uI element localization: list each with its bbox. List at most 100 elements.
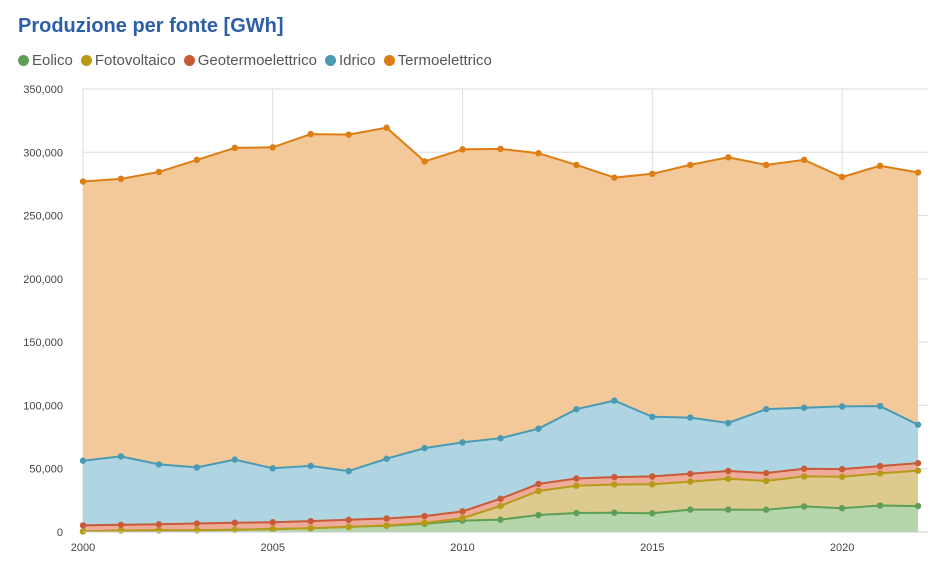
x-tick-label: 2020 bbox=[830, 542, 854, 554]
point-fotovoltaico bbox=[383, 522, 390, 529]
point-geotermoelettrico bbox=[345, 516, 352, 524]
point-idrico bbox=[421, 444, 428, 452]
chart-title: Produzione per fonte [GWh] bbox=[18, 15, 284, 37]
point-termoelettrico bbox=[762, 161, 770, 169]
point-termoelettrico bbox=[800, 156, 808, 164]
point-idrico bbox=[383, 455, 390, 462]
point-termoelettrico bbox=[269, 144, 276, 151]
point-termoelettrico bbox=[649, 170, 656, 178]
point-idrico bbox=[459, 439, 466, 446]
point-fotovoltaico bbox=[231, 526, 239, 533]
point-termoelettrico bbox=[687, 161, 694, 169]
legend-dot-icon bbox=[183, 55, 195, 66]
y-tick-label: 300,000 bbox=[23, 147, 63, 159]
point-fotovoltaico bbox=[611, 481, 618, 488]
point-eolico bbox=[497, 516, 504, 523]
legend-label: Termoelettrico bbox=[397, 52, 492, 69]
point-idrico bbox=[79, 457, 87, 464]
point-geotermoelettrico bbox=[383, 515, 390, 522]
point-fotovoltaico bbox=[269, 525, 276, 533]
legend-item-idrico[interactable]: Idrico bbox=[324, 52, 376, 69]
point-geotermoelettrico bbox=[117, 521, 125, 528]
point-termoelettrico bbox=[914, 169, 922, 176]
point-eolico bbox=[725, 506, 732, 513]
point-idrico bbox=[117, 453, 125, 460]
point-eolico bbox=[535, 511, 542, 519]
x-tick-label: 2005 bbox=[261, 542, 285, 554]
point-geotermoelettrico bbox=[914, 459, 922, 467]
legend-item-termoelettrico[interactable]: Termoelettrico bbox=[383, 52, 492, 69]
legend-item-geotermoelettrico[interactable]: Geotermoelettrico bbox=[183, 52, 317, 69]
legend-item-eolico[interactable]: Eolico bbox=[18, 52, 73, 69]
point-fotovoltaico bbox=[459, 515, 466, 522]
point-geotermoelettrico bbox=[762, 469, 770, 477]
y-tick-label: 250,000 bbox=[23, 211, 63, 223]
point-idrico bbox=[231, 456, 239, 463]
y-tick-label: 150,000 bbox=[23, 337, 63, 349]
point-termoelettrico bbox=[573, 161, 580, 169]
x-tick-label: 2010 bbox=[450, 542, 474, 554]
point-idrico bbox=[725, 419, 732, 427]
point-eolico bbox=[914, 502, 922, 510]
point-fotovoltaico bbox=[762, 477, 770, 485]
point-eolico bbox=[838, 505, 846, 512]
point-termoelettrico bbox=[459, 146, 466, 153]
point-eolico bbox=[573, 509, 580, 517]
point-idrico bbox=[800, 404, 808, 411]
point-idrico bbox=[535, 425, 542, 432]
point-termoelettrico bbox=[193, 156, 201, 164]
point-geotermoelettrico bbox=[155, 521, 163, 528]
point-termoelettrico bbox=[307, 130, 314, 138]
point-geotermoelettrico bbox=[79, 522, 87, 529]
point-idrico bbox=[269, 465, 276, 472]
point-termoelettrico bbox=[155, 168, 163, 176]
legend-item-fotovoltaico[interactable]: Fotovoltaico bbox=[80, 52, 176, 69]
legend-label: Eolico bbox=[32, 52, 73, 69]
y-tick-label: 200,000 bbox=[23, 274, 63, 286]
point-idrico bbox=[193, 464, 201, 471]
point-eolico bbox=[762, 506, 770, 513]
point-geotermoelettrico bbox=[459, 508, 466, 515]
point-geotermoelettrico bbox=[269, 519, 276, 526]
point-fotovoltaico bbox=[838, 473, 846, 480]
point-eolico bbox=[649, 510, 656, 517]
point-termoelettrico bbox=[497, 145, 504, 153]
point-termoelettrico bbox=[231, 144, 239, 152]
point-idrico bbox=[611, 397, 618, 404]
legend-dot-icon bbox=[80, 55, 92, 66]
point-geotermoelettrico bbox=[535, 480, 542, 488]
point-fotovoltaico bbox=[876, 470, 884, 477]
point-geotermoelettrico bbox=[725, 467, 732, 475]
y-tick-label: 50,000 bbox=[29, 464, 63, 476]
point-idrico bbox=[762, 405, 770, 413]
point-geotermoelettrico bbox=[649, 473, 656, 480]
point-fotovoltaico bbox=[79, 528, 87, 535]
point-eolico bbox=[687, 506, 694, 513]
point-fotovoltaico bbox=[649, 481, 656, 488]
point-termoelettrico bbox=[383, 124, 390, 131]
legend-dot-icon bbox=[324, 55, 336, 66]
point-geotermoelettrico bbox=[876, 462, 884, 470]
point-termoelettrico bbox=[611, 174, 618, 181]
point-geotermoelettrico bbox=[800, 465, 808, 472]
point-idrico bbox=[687, 414, 694, 421]
point-geotermoelettrico bbox=[231, 519, 239, 526]
point-idrico bbox=[876, 402, 884, 410]
point-geotermoelettrico bbox=[838, 465, 846, 473]
area-eolico bbox=[83, 505, 918, 532]
point-geotermoelettrico bbox=[193, 520, 201, 527]
point-fotovoltaico bbox=[497, 502, 504, 510]
point-idrico bbox=[155, 461, 163, 468]
point-fotovoltaico bbox=[307, 525, 314, 532]
point-idrico bbox=[497, 435, 504, 442]
y-tick-label: 350,000 bbox=[23, 84, 63, 96]
point-idrico bbox=[838, 403, 846, 410]
point-fotovoltaico bbox=[535, 487, 542, 495]
legend-dot-icon bbox=[383, 55, 395, 66]
x-tick-label: 2000 bbox=[71, 542, 95, 554]
point-eolico bbox=[876, 502, 884, 509]
legend-label: Geotermoelettrico bbox=[197, 52, 317, 69]
point-termoelettrico bbox=[421, 158, 428, 165]
point-fotovoltaico bbox=[421, 519, 428, 527]
legend-label: Fotovoltaico bbox=[94, 52, 176, 69]
